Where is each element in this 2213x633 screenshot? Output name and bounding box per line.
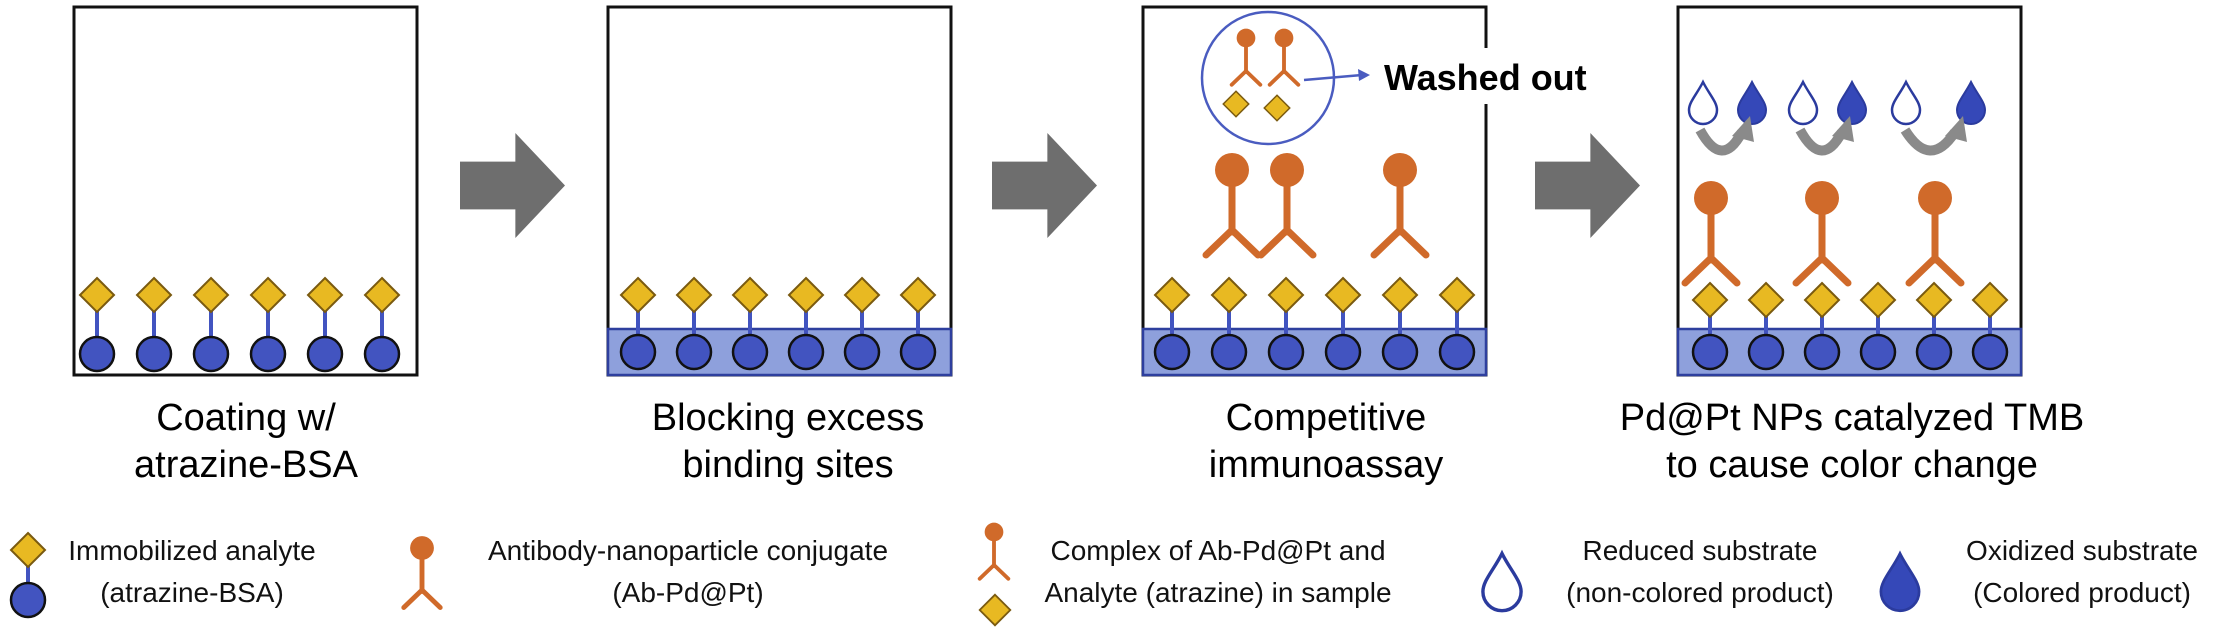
caption-panel-3-line-2: immunoassay [1209, 444, 1443, 486]
blocking-layer-4 [1676, 327, 2023, 377]
caption-panel-3-line-1: Competitive [1226, 397, 1427, 439]
analyte-bsa-icon [9, 532, 47, 619]
panel-blocking: Blocking excess binding sites [606, 5, 953, 486]
legend-item-oxidized-substrate: Oxidized substrate (Colored product) [1879, 535, 2198, 613]
well-box-1 [72, 5, 419, 377]
blocking-layer-2 [606, 327, 953, 377]
complex-icon [977, 520, 1012, 627]
legend-item-antibody-conjugate: Antibody-nanoparticle conjugate (Ab-Pd@P… [404, 535, 888, 608]
panel-color-change: Pd@Pt NPs catalyzed TMB to cause color c… [1620, 5, 2084, 486]
legend-item-immobilized-analyte: Immobilized analyte (atrazine-BSA) [9, 532, 316, 619]
immobilized-analyte-row-1 [78, 277, 401, 373]
panel-coating: Coating w/ atrazine-BSA [72, 5, 419, 486]
legend: Immobilized analyte (atrazine-BSA) Antib… [9, 520, 2198, 627]
washed-out-callout: Washed out [1200, 10, 1638, 146]
well-box-4 [1676, 5, 2023, 377]
caption-panel-1-line-2: atrazine-BSA [134, 444, 359, 486]
catalysis-cycles [1687, 80, 1986, 156]
antibody-conjugate-icon [404, 536, 440, 607]
catalysis-cycle [1687, 80, 1767, 156]
catalysis-cycle [1787, 80, 1867, 156]
caption-panel-2-line-1: Blocking excess [652, 397, 924, 439]
washed-out-label: Washed out [1384, 57, 1587, 98]
immobilized-analyte-row-2 [619, 277, 937, 371]
legend-label: Reduced substrate [1582, 535, 1817, 566]
well-box-2 [606, 5, 953, 377]
legend-sublabel: (atrazine-BSA) [100, 577, 284, 608]
legend-sublabel: (Ab-Pd@Pt) [612, 577, 763, 608]
process-arrow-2 [992, 133, 1097, 238]
legend-sublabel: Analyte (atrazine) in sample [1044, 577, 1391, 608]
legend-label: Immobilized analyte [68, 535, 315, 566]
process-arrow-3 [1535, 133, 1640, 238]
caption-panel-2-line-2: binding sites [682, 444, 893, 486]
process-arrow-1 [460, 133, 565, 238]
caption-panel-1-line-1: Coating w/ [156, 397, 336, 439]
reduced-drop-icon [1481, 551, 1523, 613]
legend-label: Antibody-nanoparticle conjugate [488, 535, 888, 566]
blocking-layer-3 [1141, 327, 1488, 377]
caption-panel-4-line-2: to cause color change [1666, 444, 2038, 486]
caption-panel-4-line-1: Pd@Pt NPs catalyzed TMB [1620, 397, 2084, 439]
legend-item-complex: Complex of Ab-Pd@Pt and Analyte (atrazin… [977, 520, 1392, 627]
legend-label: Complex of Ab-Pd@Pt and [1050, 535, 1385, 566]
oxidized-drop-icon [1879, 552, 1921, 613]
catalysis-cycle [1890, 80, 1986, 156]
legend-label: Oxidized substrate [1966, 535, 2198, 566]
immobilized-analyte-row-3 [1153, 277, 1476, 371]
immobilized-analyte-row-4 [1691, 282, 2009, 371]
panel-competitive: Washed out Competitive immunoassay [1141, 5, 1638, 486]
legend-item-reduced-substrate: Reduced substrate (non-colored product) [1481, 535, 1834, 613]
legend-sublabel: (Colored product) [1973, 577, 2191, 608]
legend-sublabel: (non-colored product) [1566, 577, 1834, 608]
